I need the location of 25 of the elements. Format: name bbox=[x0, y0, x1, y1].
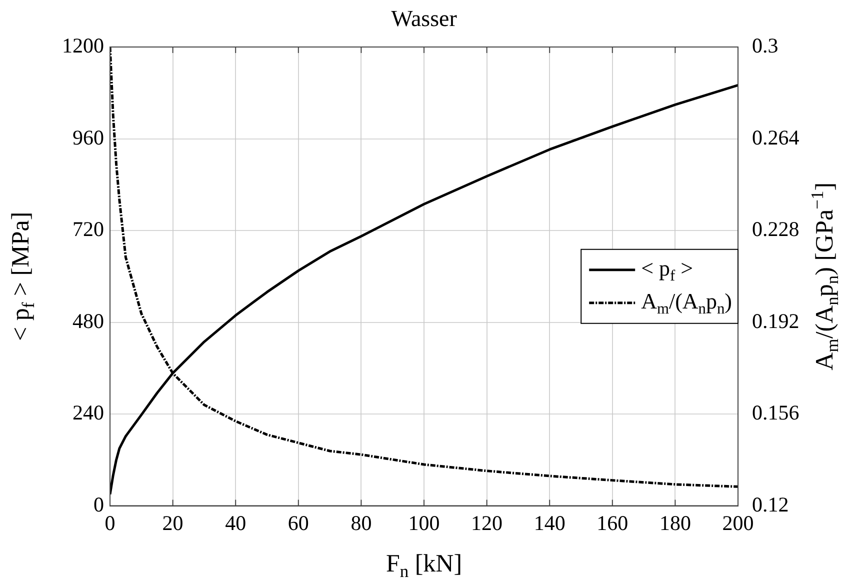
x-tick-label: 200 bbox=[722, 510, 754, 535]
y-tick-label: 0 bbox=[94, 492, 104, 516]
chart-title: Wasser bbox=[391, 6, 458, 32]
x-tick-label: 160 bbox=[596, 510, 628, 535]
text: Am/(Anpn) [GPa−1] bbox=[807, 182, 841, 370]
x-tick-label: 60 bbox=[288, 510, 309, 535]
x-tick-label: 80 bbox=[350, 510, 372, 535]
x-tick-label: 180 bbox=[659, 510, 691, 535]
y-tick-label: 960 bbox=[72, 125, 104, 150]
y2-tick-label: 0.156 bbox=[752, 400, 800, 425]
y-tick-label: 720 bbox=[72, 217, 104, 242]
x-tick-label: 100 bbox=[408, 510, 440, 535]
x-tick-label: 140 bbox=[534, 510, 566, 535]
y2-tick-label: 0.12 bbox=[752, 492, 789, 516]
x-tick-label: 120 bbox=[471, 510, 503, 535]
x-tick-label: 20 bbox=[162, 510, 184, 535]
y-axis-title: < pf > [MPa] bbox=[8, 212, 38, 341]
y-tick-label: 240 bbox=[72, 400, 104, 425]
y-tick-label: 1200 bbox=[62, 34, 104, 58]
y-tick-label: 480 bbox=[72, 308, 104, 333]
y2-tick-label: 0.264 bbox=[752, 125, 800, 150]
y2-tick-label: 0.3 bbox=[752, 34, 778, 58]
x-tick-label: 40 bbox=[225, 510, 246, 535]
y2-tick-label: 0.228 bbox=[752, 217, 800, 242]
y2-tick-label: 0.192 bbox=[752, 308, 800, 333]
